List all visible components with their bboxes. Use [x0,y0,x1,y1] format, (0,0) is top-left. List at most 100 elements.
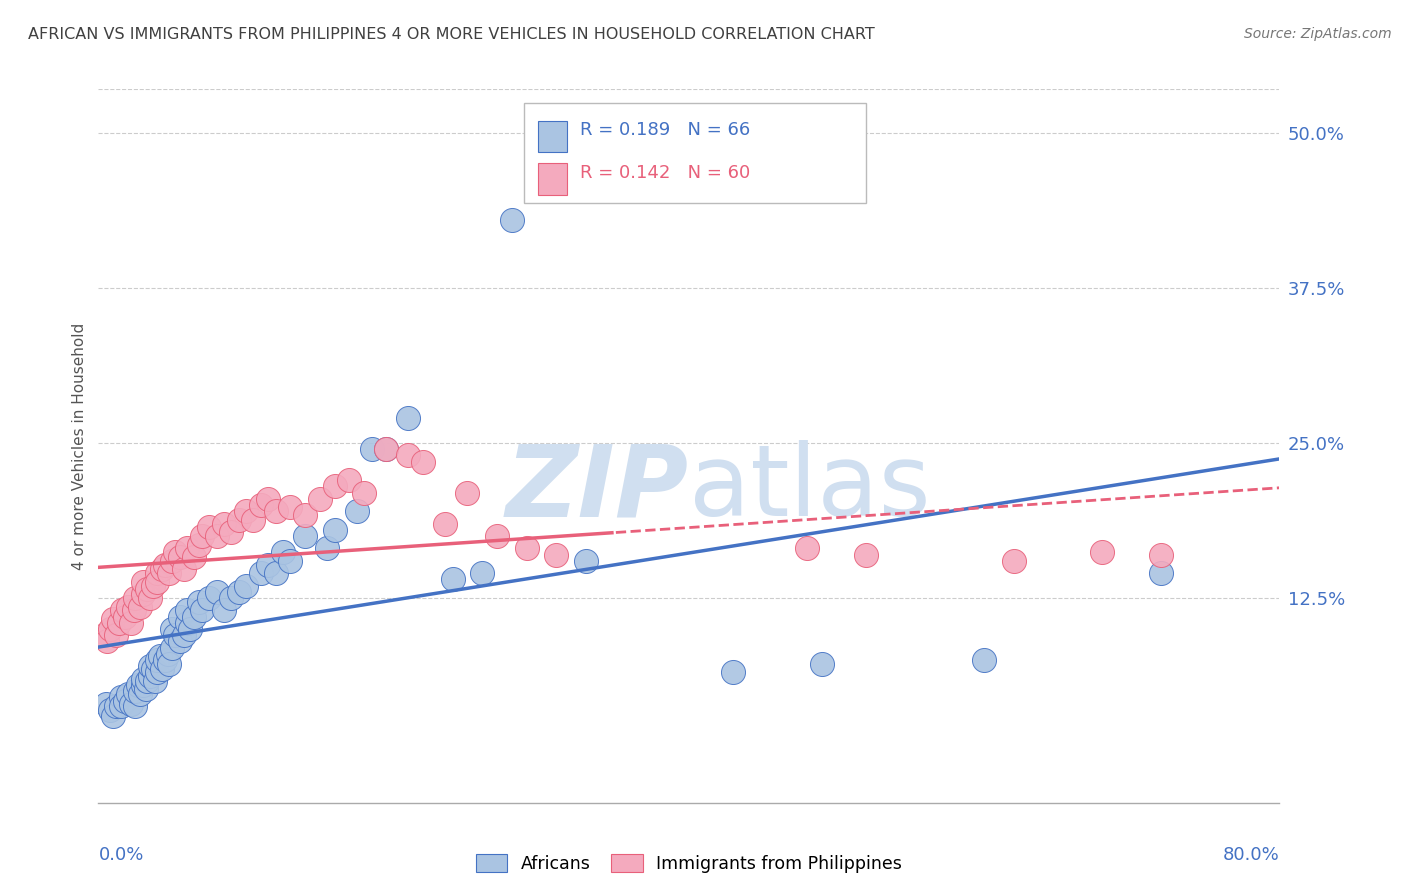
Point [501,212,523,227]
Point [176,541,198,556]
Point [135,681,157,696]
Point [309,491,332,506]
Point [169,609,191,624]
Point [212,603,235,617]
Point [114,694,136,708]
Point [165,628,187,642]
Point [219,591,242,605]
Point [183,609,205,624]
Point [456,485,478,500]
Point [235,579,257,593]
Point [228,584,250,599]
Point [183,550,205,565]
Point [179,622,201,636]
Point [250,498,273,512]
Point [142,662,165,676]
Point [294,508,316,522]
Point [114,609,136,624]
Point [205,584,228,599]
Point [162,640,183,655]
Point [323,479,346,493]
Point [257,491,280,506]
Point [242,513,264,527]
Point [110,698,132,713]
Point [973,653,995,667]
Point [146,574,169,589]
Point [486,529,509,543]
Point [98,703,121,717]
Point [120,615,142,630]
Point [136,582,159,597]
Point [162,622,183,636]
Point [132,672,155,686]
Point [544,548,567,562]
Point [323,523,346,537]
Text: ZIP: ZIP [506,441,689,537]
Point [132,587,155,601]
Point [96,634,118,648]
Point [153,653,176,667]
Point [1150,548,1173,562]
Point [855,548,877,562]
Point [360,442,382,456]
Point [396,411,419,425]
Point [257,558,280,572]
Point [176,615,198,630]
Point [111,603,134,617]
Point [150,662,173,676]
Point [157,566,180,581]
Point [337,473,360,487]
Point [353,485,375,500]
Point [124,591,146,605]
Point [434,516,457,531]
Point [128,687,150,701]
Point [212,516,235,531]
Point [120,697,142,711]
Point [471,566,494,581]
Point [250,566,273,581]
Point [176,603,198,617]
Point [316,541,339,556]
FancyBboxPatch shape [537,120,567,152]
Point [205,529,228,543]
Point [139,659,162,673]
Point [98,622,121,636]
Point [198,591,221,605]
Text: 0.0%: 0.0% [98,846,143,863]
Point [235,504,257,518]
Point [117,687,139,701]
Point [796,541,818,556]
Point [264,504,287,518]
Text: R = 0.189   N = 66: R = 0.189 N = 66 [581,121,751,139]
Legend: Africans, Immigrants from Philippines: Africans, Immigrants from Philippines [468,847,910,880]
Point [124,698,146,713]
Text: 80.0%: 80.0% [1223,846,1279,863]
Point [127,678,149,692]
Point [346,504,368,518]
Point [103,612,125,626]
Point [157,657,180,671]
Point [721,665,744,680]
Point [187,595,209,609]
Point [143,674,166,689]
Point [122,603,145,617]
Point [165,545,187,559]
Point [1150,566,1173,581]
Text: AFRICAN VS IMMIGRANTS FROM PHILIPPINES 4 OR MORE VEHICLES IN HOUSEHOLD CORRELATI: AFRICAN VS IMMIGRANTS FROM PHILIPPINES 4… [28,27,875,42]
Text: Source: ZipAtlas.com: Source: ZipAtlas.com [1244,27,1392,41]
Text: R = 0.142   N = 60: R = 0.142 N = 60 [581,164,751,182]
Point [162,554,183,568]
Point [139,591,162,605]
Point [191,603,214,617]
Point [198,520,221,534]
Point [110,690,132,705]
Point [108,615,131,630]
Point [132,678,155,692]
FancyBboxPatch shape [537,163,567,194]
Point [412,454,434,468]
Point [294,529,316,543]
Point [94,697,117,711]
Point [169,634,191,648]
Point [105,628,128,642]
Point [153,558,176,572]
